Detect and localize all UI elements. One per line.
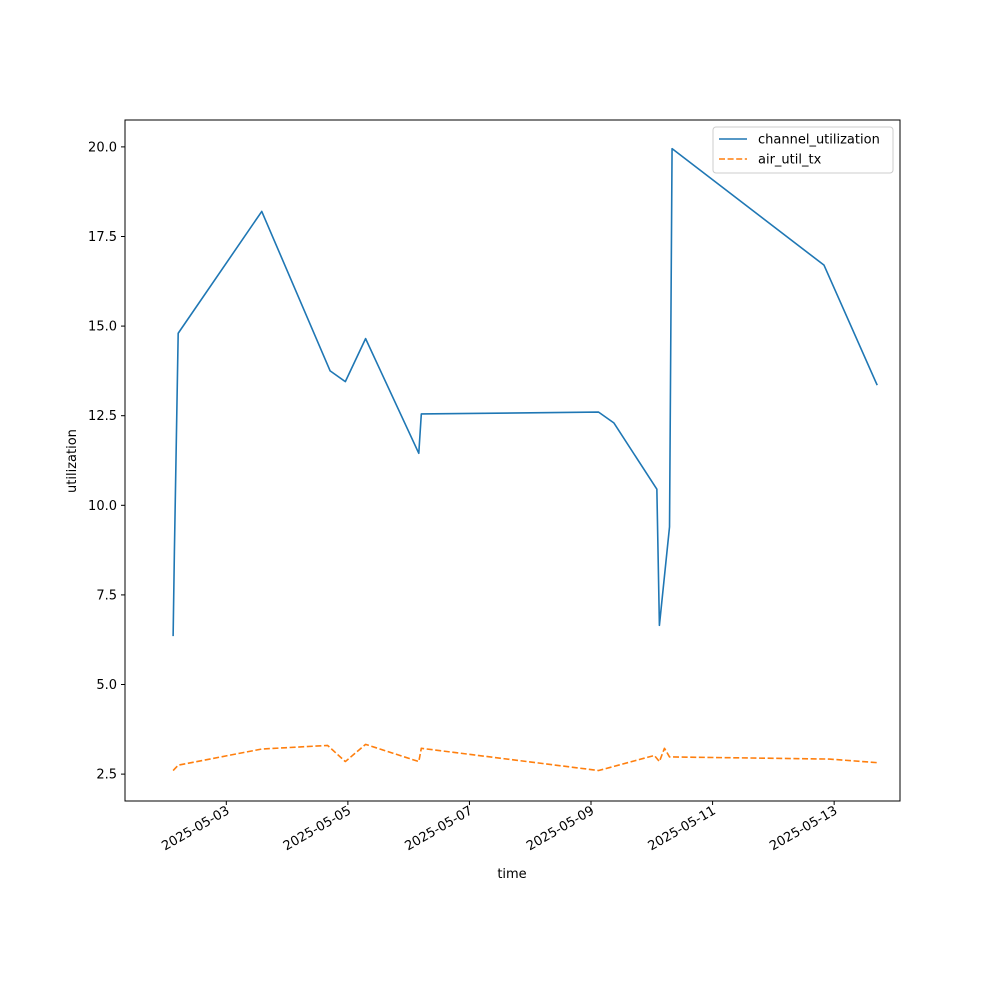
y-tick-label: 10.0	[88, 499, 117, 514]
plot-lines	[172, 147, 878, 772]
series-line-channel_utilization	[172, 147, 878, 637]
y-tick-label: 17.5	[88, 230, 117, 245]
x-axis: 2025-05-03 2025-05-05 2025-05-07 2025-05-09…	[159, 801, 840, 854]
legend-label: air_util_tx	[758, 153, 822, 168]
y-tick-label: 5.0	[96, 678, 117, 693]
axes-frame	[124, 119, 901, 802]
series-line-air_util_tx	[172, 743, 878, 772]
y-tick-label: 2.5	[96, 768, 117, 783]
x-tick-label: 2025-05-05	[281, 803, 354, 854]
x-tick-label: 2025-05-11	[646, 803, 719, 854]
y-tick-label: 20.0	[88, 140, 117, 155]
x-tick-label: 2025-05-07	[403, 803, 476, 854]
x-axis-label: time	[497, 867, 526, 882]
y-axis-label: utilization	[65, 429, 80, 493]
y-axis: 2.5 5.0 7.5 10.0 12.5 15.0 17.5 20.0	[88, 140, 125, 783]
x-tick-label: 2025-05-09	[524, 803, 597, 854]
legend: channel_utilization air_util_tx	[712, 126, 894, 174]
x-tick-label: 2025-05-03	[159, 803, 232, 854]
y-tick-label: 12.5	[88, 409, 117, 424]
legend-box	[712, 126, 894, 174]
y-tick-label: 15.0	[88, 320, 117, 335]
y-tick-label: 7.5	[96, 588, 117, 603]
legend-label: channel_utilization	[758, 133, 880, 148]
x-tick-label: 2025-05-13	[767, 803, 840, 854]
